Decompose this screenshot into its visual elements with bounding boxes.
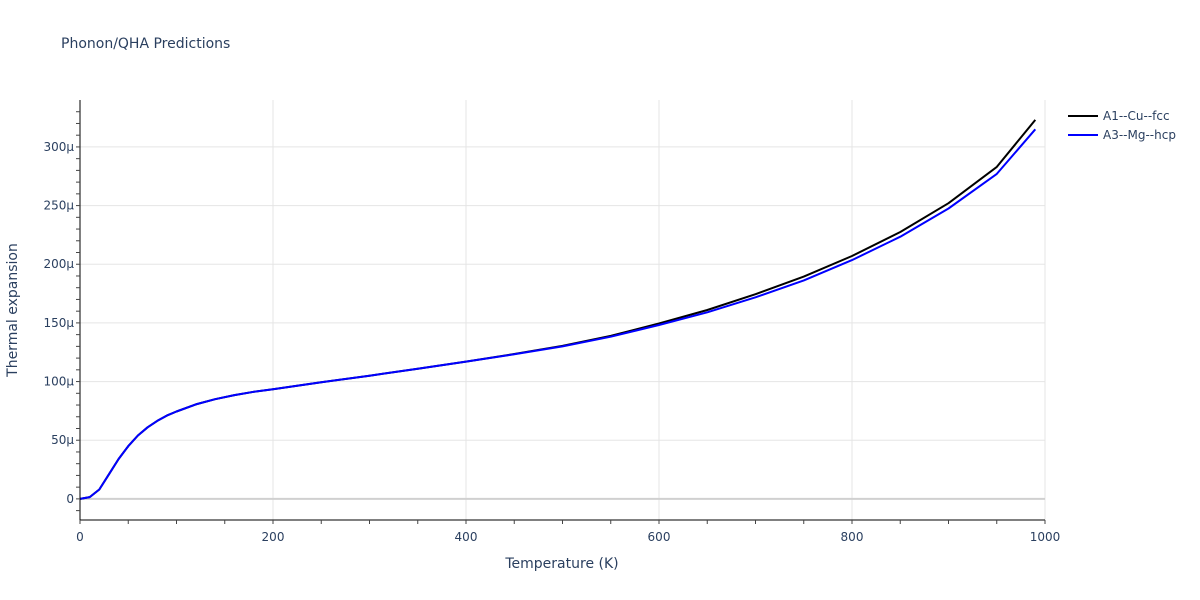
y-tick-label: 250μ [43, 199, 74, 213]
y-tick-label: 200μ [43, 257, 74, 271]
axes: 0 200 400 600 800 1000 0 50μ 100μ 150μ 200μ 250μ 300… [43, 100, 1060, 544]
legend-label: A3--Mg--hcp [1103, 127, 1176, 142]
y-tick-label: 150μ [43, 316, 74, 330]
y-tick-label: 100μ [43, 375, 74, 389]
series-line-0[interactable] [79, 119, 1037, 500]
series-lines [79, 119, 1037, 500]
x-tick-label: 1000 [1030, 530, 1061, 544]
y-tick-label: 300μ [43, 140, 74, 154]
x-tick-label: 800 [841, 530, 864, 544]
x-tick-label: 600 [648, 530, 671, 544]
x-axis-title: Temperature (K) [504, 556, 618, 572]
x-tick-label: 400 [455, 530, 478, 544]
gridlines [80, 100, 1046, 520]
series-line-1[interactable] [79, 128, 1037, 500]
y-axis-title: Thermal expansion [5, 243, 21, 378]
legend-item-mg-hcp[interactable]: A3--Mg--hcp [1068, 125, 1176, 144]
x-tick-label: 200 [262, 530, 285, 544]
legend-item-cu-fcc[interactable]: A1--Cu--fcc [1068, 106, 1176, 125]
legend: A1--Cu--fcc A3--Mg--hcp [1068, 106, 1176, 144]
chart-title: Phonon/QHA Predictions [61, 36, 231, 52]
y-tick-label: 0 [66, 492, 74, 506]
line-swatch-icon [1068, 114, 1098, 117]
legend-label: A1--Cu--fcc [1103, 108, 1170, 123]
x-tick-label: 0 [76, 530, 84, 544]
line-swatch-icon [1068, 133, 1098, 136]
y-tick-label: 50μ [51, 433, 74, 447]
